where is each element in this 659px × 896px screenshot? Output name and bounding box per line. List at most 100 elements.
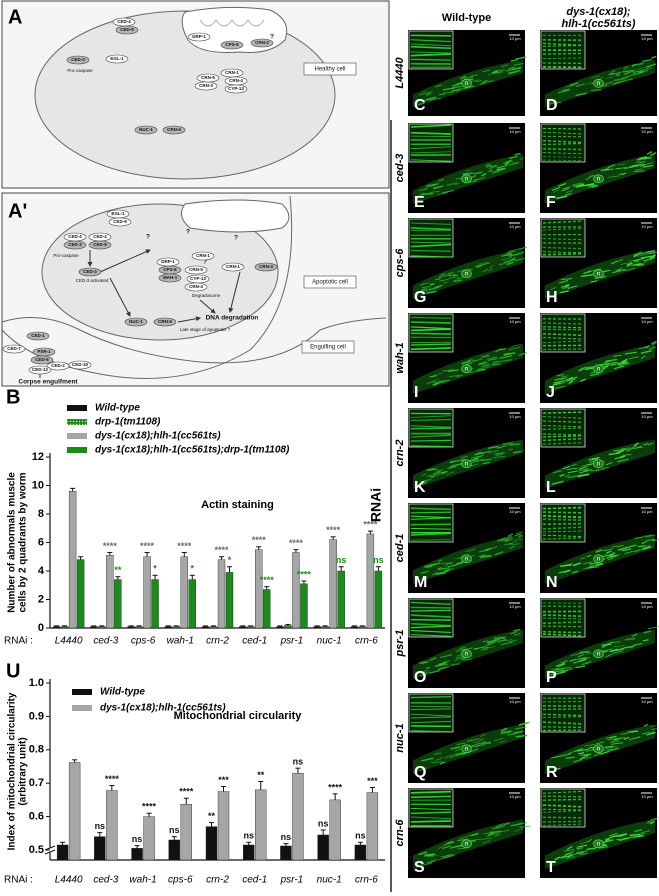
fluorescence-streak — [580, 378, 587, 382]
fluorescence-streak — [578, 466, 588, 470]
fluorescence-streak — [613, 448, 626, 452]
nucleus-label: n — [465, 271, 468, 277]
inset-streak — [542, 411, 584, 414]
bar — [52, 626, 61, 629]
fluorescence-streak — [577, 654, 585, 658]
fluorescence-streak — [555, 381, 566, 385]
fluorescence-streak — [421, 90, 427, 93]
fluorescence-streak — [474, 452, 485, 456]
fluorescence-streak — [456, 89, 462, 92]
significance: **** — [177, 541, 192, 551]
fluorescence-streak — [446, 853, 453, 857]
diagram-label: WAH-1 — [163, 275, 178, 280]
nucleus-label: n — [597, 651, 600, 657]
fluorescence-streak — [487, 450, 499, 454]
inset-streak — [542, 530, 584, 533]
fluorescence-streak — [591, 185, 599, 188]
fluorescence-streak — [514, 257, 526, 262]
y-tick-label: 10 — [32, 479, 44, 491]
fluorescence-streak — [442, 845, 451, 850]
fluorescence-streak — [424, 853, 436, 856]
nucleus-label: n — [465, 366, 468, 372]
cell-label: Healthy cell — [314, 67, 345, 73]
fluorescence-streak — [421, 473, 427, 476]
inset — [540, 788, 586, 828]
micrograph: 10 µm n H — [540, 218, 657, 308]
diagram-label: ? — [186, 229, 190, 236]
fluorescence-streak — [518, 352, 527, 356]
fluorescence-streak — [500, 730, 512, 734]
fluorescence-streak — [500, 536, 513, 540]
fluorescence-streak — [618, 172, 623, 176]
fluorescence-streak — [553, 380, 565, 384]
inset-streak — [542, 420, 584, 423]
fluorescence-streak — [631, 63, 637, 68]
fluorescence-streak — [426, 290, 437, 294]
protein-node — [162, 125, 186, 135]
protein-node — [105, 54, 129, 64]
inset-streak — [542, 823, 584, 827]
bar — [143, 816, 155, 861]
diagram-label: ? — [270, 34, 274, 41]
fluorescence-streak — [632, 834, 644, 838]
nucleus-label: n — [597, 841, 600, 847]
fluorescence-streak — [492, 545, 498, 549]
fluorescence-streak — [438, 846, 443, 849]
significance: **** — [140, 541, 155, 551]
fluorescence-streak — [420, 570, 429, 574]
bar — [188, 579, 196, 629]
fluorescence-streak — [632, 633, 638, 637]
fluorescence-streak — [576, 183, 585, 188]
inset-streak — [542, 52, 584, 55]
fluorescence-streak — [617, 546, 628, 551]
fluorescence-streak — [580, 557, 586, 560]
fluorescence-streak — [573, 852, 584, 855]
fluorescence-streak — [626, 73, 636, 78]
inset-streak — [410, 241, 452, 244]
fluorescence-streak — [605, 358, 618, 362]
fluorescence-streak — [648, 731, 655, 735]
fluorescence-streak — [572, 562, 582, 567]
fluorescence-streak — [550, 101, 562, 105]
fluorescence-streak — [634, 259, 640, 263]
inset-streak — [410, 328, 452, 332]
significance: ns — [373, 555, 384, 565]
fluorescence-streak — [631, 165, 643, 168]
x-tick-label: psr-1 — [280, 875, 304, 886]
row-label: psr-1 — [394, 630, 406, 658]
fluorescence-streak — [586, 847, 596, 851]
inset-streak — [410, 427, 452, 430]
fluorescence-streak — [494, 636, 506, 639]
diagram-label: CED-12 — [32, 367, 49, 372]
protein-node — [2, 344, 26, 354]
fluorescence-streak — [585, 660, 592, 665]
fluorescence-streak — [590, 469, 599, 472]
fluorescence-streak — [586, 652, 593, 655]
engulfing-membrane — [1, 317, 387, 364]
nucleus — [461, 554, 472, 564]
fluorescence-streak — [453, 82, 462, 87]
fluorescence-streak — [421, 481, 428, 485]
diagram-label: CED-1 — [31, 333, 45, 338]
fluorescence-streak — [642, 58, 653, 63]
fluorescence-streak — [438, 567, 450, 571]
fluorescence-streak — [610, 70, 616, 74]
panel-letter: I — [414, 384, 418, 401]
fluorescence-streak — [469, 459, 477, 462]
fluorescence-streak — [455, 648, 466, 653]
fluorescence-streak — [582, 182, 595, 187]
fluorescence-streak — [620, 262, 633, 265]
fluorescence-streak — [570, 653, 582, 657]
inset-streak — [542, 506, 584, 510]
inset-streak — [542, 142, 584, 146]
inset-streak — [542, 251, 584, 254]
inset-streak — [410, 321, 452, 324]
fluorescence-streak — [565, 376, 574, 381]
column-header: dys-1(cx18); — [566, 6, 631, 18]
fluorescence-streak — [637, 253, 649, 257]
panel-letter: D — [546, 97, 558, 114]
significance: ns — [132, 834, 143, 844]
column-header: hlh-1(cc561ts) — [562, 18, 636, 30]
fluorescence-streak — [623, 267, 636, 272]
fluorescence-streak — [493, 637, 506, 641]
